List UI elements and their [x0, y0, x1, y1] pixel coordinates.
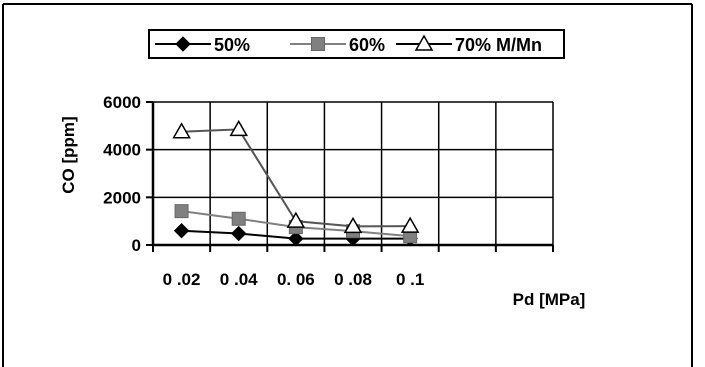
- legend-marker: [414, 34, 434, 51]
- data-point: [343, 216, 363, 234]
- legend-entry: 70% M/Mn: [396, 34, 542, 55]
- y-ticks: 0 2000 4000 6000: [103, 93, 153, 255]
- data-point: [231, 211, 246, 226]
- series-group: [172, 119, 420, 247]
- x-tick-label: 0 .08: [334, 270, 372, 289]
- series-3: [172, 119, 420, 234]
- legend-label: 50%: [214, 35, 250, 55]
- legend-label: 70% M/Mn: [455, 35, 542, 55]
- y-axis-label: CO [ppm]: [59, 116, 78, 193]
- legend: 50% 60% 70% M/Mn: [148, 29, 565, 59]
- legend-label: 60%: [349, 35, 385, 55]
- data-point: [400, 216, 420, 233]
- data-point: [173, 222, 190, 239]
- x-tick-label: 0 .1: [396, 270, 424, 289]
- y-tick-label: 6000: [103, 93, 141, 112]
- x-tick-label: 0 .04: [220, 270, 258, 289]
- y-tick-label: 2000: [103, 188, 141, 207]
- x-ticks: 0 .02 0 .04 0. 06 0 .08 0 .1: [152, 245, 554, 289]
- data-point: [174, 204, 189, 219]
- x-tick-label: 0. 06: [277, 270, 315, 289]
- y-tick-label: 4000: [103, 141, 141, 160]
- x-tick-label: 0 .02: [163, 270, 201, 289]
- legend-entry: 60%: [290, 35, 385, 55]
- legend-marker: [311, 37, 325, 51]
- data-point: [288, 230, 304, 247]
- plot-area: 0 2000 4000 6000 0 .02 0 .04 0. 06 0 .08 0 .1: [103, 93, 554, 289]
- legend-box: [148, 29, 565, 59]
- legend-entry: 50%: [155, 35, 250, 55]
- y-tick-label: 0: [132, 236, 141, 255]
- legend-marker: [175, 36, 191, 52]
- data-point: [231, 225, 247, 242]
- data-point: [172, 122, 191, 139]
- x-axis-label: Pd [MPa]: [513, 290, 586, 309]
- data-point: [229, 119, 249, 137]
- data-point: [286, 211, 306, 228]
